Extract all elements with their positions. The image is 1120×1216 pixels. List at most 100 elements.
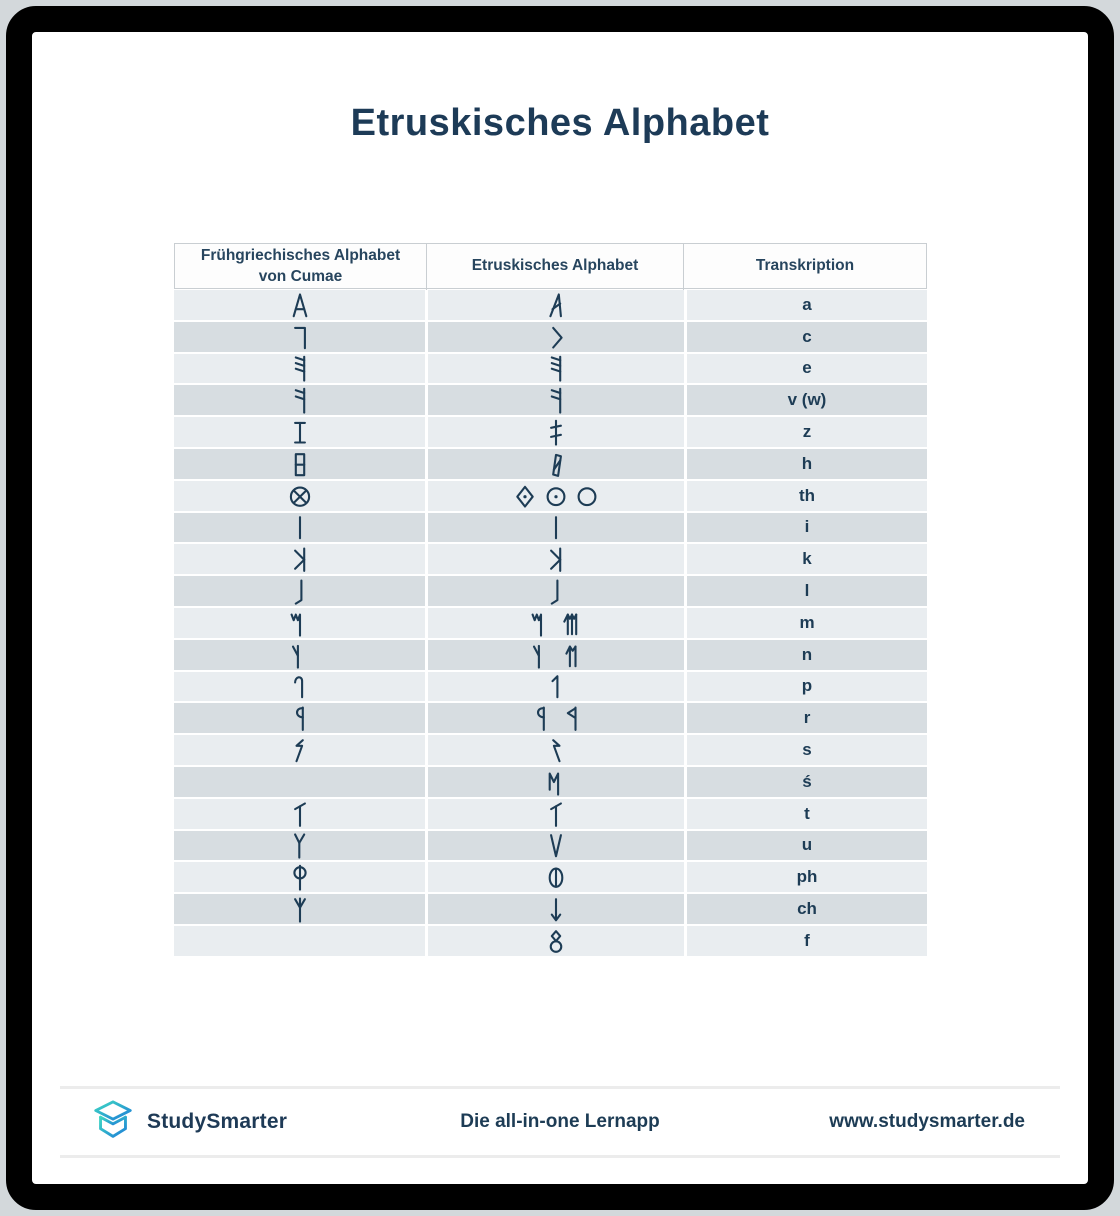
greek-glyph-cell: [174, 576, 425, 606]
glyph-lambda-icon: [550, 579, 559, 605]
transcription-value: ś: [802, 771, 812, 791]
transcription-value: t: [804, 803, 810, 823]
greek-glyph-cell: [174, 353, 425, 384]
etruscan-glyph-cell: [428, 448, 684, 479]
etruscan-glyph-cell: [428, 576, 684, 606]
glyph-heta-box-icon: [294, 453, 305, 477]
glyph-theta-circle-dot-icon: [546, 486, 566, 506]
transcription-cell: v (w): [687, 385, 927, 416]
table-row: k: [174, 544, 927, 575]
etruscan-glyph-cell: [428, 480, 684, 511]
glyph-upsilon-v-icon: [550, 834, 562, 858]
transcription-value: e: [802, 358, 812, 378]
table-row: c: [174, 321, 927, 352]
greek-glyph-cell: [174, 925, 425, 956]
glyph-c-icon: [552, 326, 563, 349]
glyph-sade-m-icon: [548, 772, 560, 796]
page-title: Etruskisches Alphabet: [350, 102, 770, 144]
transcription-cell: p: [687, 671, 927, 702]
glyph-rho-round-icon: [536, 706, 545, 732]
transcription-value: v (w): [787, 390, 827, 410]
transcription-value: c: [802, 326, 812, 346]
transcription-value: u: [801, 835, 813, 855]
glyph-nu-icon: [291, 644, 299, 669]
greek-glyph-cell: [174, 321, 425, 352]
transcription-value: a: [802, 294, 812, 314]
glyph-epsilon-icon: [550, 356, 562, 383]
greek-glyph-cell: [174, 735, 425, 765]
glyph-digamma-icon: [550, 388, 562, 414]
transcription-value: z: [802, 422, 812, 442]
glyph-iota-icon: [554, 516, 558, 540]
etruscan-glyph-cell: [428, 639, 684, 670]
greek-glyph-cell: [174, 385, 425, 416]
etruscan-glyph-cell: [428, 894, 684, 924]
greek-glyph-cell: [174, 671, 425, 702]
glyph-kappa-icon: [550, 547, 562, 573]
table-row: n: [174, 639, 927, 670]
etruscan-glyph-cell: [428, 735, 684, 765]
transcription-value: s: [802, 740, 812, 760]
table-row: ś: [174, 766, 927, 797]
etruscan-glyph-cell: [428, 417, 684, 447]
glyph-mu-icon: [290, 613, 301, 637]
glyph-lambda-icon: [294, 579, 302, 605]
table-row: th: [174, 480, 927, 511]
greek-glyph-cell: [174, 607, 425, 638]
glyph-theta-circle-icon: [577, 486, 597, 506]
table-row: m: [174, 607, 927, 638]
table-row: f: [174, 925, 927, 956]
greek-glyph-cell: [174, 448, 425, 479]
glyph-tau-slanted-icon: [293, 802, 306, 827]
greek-glyph-cell: [174, 798, 425, 829]
glyph-iota-icon: [298, 516, 301, 540]
transcription-cell: c: [687, 321, 927, 352]
footer-website: www.studysmarter.de: [829, 1111, 1025, 1132]
table-row: l: [174, 576, 927, 606]
table-row: p: [174, 671, 927, 702]
footer: StudySmarter Die all-in-one Lernapp www.…: [60, 1086, 1060, 1158]
etruscan-glyph-cell: [428, 607, 684, 638]
greek-glyph-cell: [174, 862, 425, 893]
glyph-theta-crossed-circle-icon: [289, 486, 310, 507]
greek-glyph-cell: [174, 894, 425, 924]
glyph-phi-circled-icon: [548, 867, 564, 889]
greek-glyph-cell: [174, 544, 425, 575]
transcription-value: k: [802, 549, 812, 569]
glyph-a-icon: [549, 293, 562, 318]
glyph-chi-psi-icon: [293, 897, 306, 923]
table-row: v (w): [174, 385, 927, 416]
etruscan-glyph-cell: [428, 353, 684, 384]
transcription-value: m: [799, 612, 815, 632]
table-row: z: [174, 417, 927, 447]
transcription-cell: z: [687, 417, 927, 447]
greek-glyph-cell: [174, 512, 425, 543]
brand-name: StudySmarter: [147, 1110, 288, 1133]
glyph-kappa-icon: [293, 547, 305, 573]
etruscan-glyph-cell: [428, 703, 684, 734]
glyph-theta-diamond-dot-icon: [516, 485, 534, 508]
glyph-ef-eight-icon: [549, 929, 563, 953]
column-header-etruscan: Etruskisches Alphabet: [426, 244, 683, 290]
etruscan-glyph-cell: [428, 290, 684, 320]
transcription-cell: r: [687, 703, 927, 734]
transcription-cell: th: [687, 480, 927, 511]
etruscan-glyph-cell: [428, 830, 684, 861]
transcription-cell: t: [687, 798, 927, 829]
glyph-sigma-zigzag-reversed-icon: [552, 739, 561, 763]
etruscan-glyph-cell: [428, 385, 684, 416]
greek-glyph-cell: [174, 830, 425, 861]
glyph-nu-double-stroke-icon: [564, 645, 577, 667]
transcription-cell: i: [687, 512, 927, 543]
transcription-value: l: [804, 581, 810, 601]
table-row: a: [174, 290, 927, 320]
glyph-epsilon-icon: [294, 356, 305, 383]
transcription-cell: m: [687, 607, 927, 638]
glyph-heta-slanted-icon: [552, 453, 562, 477]
etruscan-glyph-cell: [428, 512, 684, 543]
glyph-mu-icon: [531, 613, 542, 637]
greek-glyph-cell: [174, 480, 425, 511]
transcription-value: i: [804, 517, 810, 537]
glyph-zeta-double-bar-icon: [550, 419, 562, 446]
transcription-value: th: [798, 485, 816, 505]
